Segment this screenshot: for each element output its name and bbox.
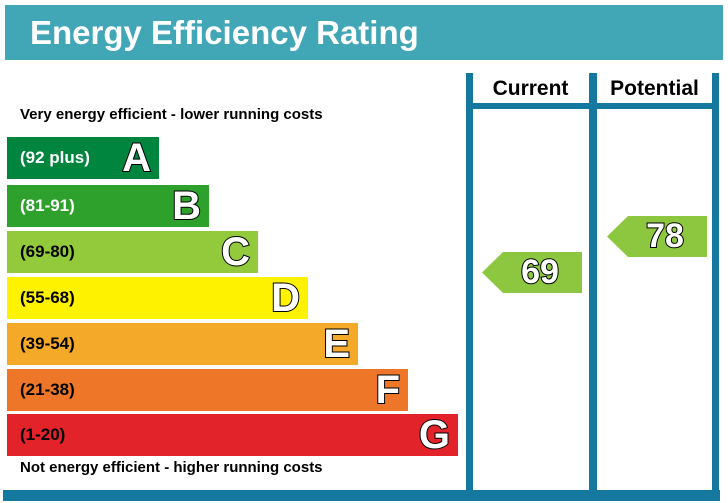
chart-bottom-border <box>3 490 720 501</box>
current-rating-arrow: 69 <box>482 252 582 293</box>
potential-column-header: Potential <box>610 76 699 100</box>
band-letter-f: F <box>375 368 401 412</box>
band-letter-c: C <box>220 230 251 274</box>
band-row-c: (69-80) C <box>7 231 258 273</box>
band-range-label-c: (69-80) <box>20 242 75 261</box>
potential-rating-arrow: 78 <box>607 216 707 257</box>
current-rating-value: 69 <box>520 252 560 292</box>
band-row-d: (55-68) D <box>7 277 308 319</box>
band-range-label-d: (55-68) <box>20 288 75 307</box>
potential-rating-value: 78 <box>645 216 685 256</box>
band-row-e: (39-54) E <box>7 323 358 365</box>
caption-not-efficient: Not energy efficient - higher running co… <box>20 459 323 476</box>
band-letter-e: E <box>322 322 351 366</box>
band-range-label-g: (1-20) <box>20 425 66 444</box>
table-left-border <box>466 73 473 490</box>
band-range-label-b: (81-91) <box>20 196 75 215</box>
band-row-f: (21-38) F <box>7 369 408 411</box>
band-row-b: (81-91) B <box>7 185 209 227</box>
table-right-border <box>712 73 719 490</box>
band-range-label-e: (39-54) <box>20 334 75 353</box>
table-header-underline <box>466 103 719 109</box>
band-row-g: (1-20) G <box>7 414 458 456</box>
current-column-header: Current <box>492 76 569 100</box>
band-letter-b: B <box>171 184 202 228</box>
band-range-label-f: (21-38) <box>20 380 75 399</box>
band-letter-g: G <box>418 413 451 457</box>
band-letter-a: A <box>121 136 152 180</box>
band-row-a: (92 plus) A <box>7 137 159 179</box>
band-letter-d: D <box>270 276 301 320</box>
band-range-label-a: (92 plus) <box>20 148 90 167</box>
caption-very-efficient: Very energy efficient - lower running co… <box>20 106 323 123</box>
table-column-divider <box>589 73 597 490</box>
page-title: Energy Efficiency Rating <box>5 5 723 60</box>
